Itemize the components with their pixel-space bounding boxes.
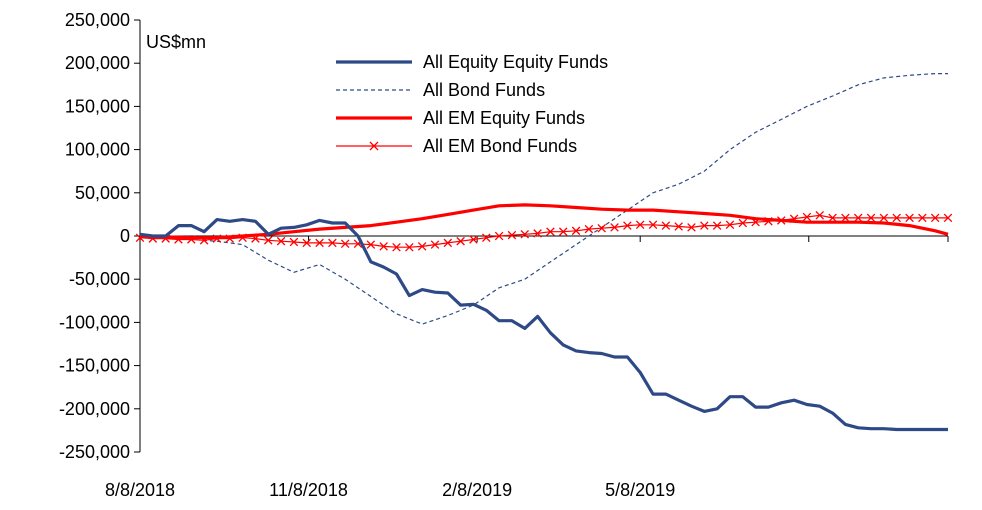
data-point-marker <box>841 213 850 223</box>
data-point-marker <box>905 213 914 223</box>
x-tick-label: 8/8/2018 <box>105 480 175 500</box>
series-line-0 <box>139 218 948 432</box>
data-point-marker <box>430 240 440 249</box>
unit-label: US$mn <box>146 32 206 52</box>
data-point-marker <box>584 224 594 234</box>
legend-label: All Equity Equity Funds <box>423 52 608 72</box>
y-tick-label: 50,000 <box>75 183 130 203</box>
series-line-2 <box>139 203 949 240</box>
legend-label: All EM Bond Funds <box>423 136 577 156</box>
y-tick-label: 100,000 <box>65 140 130 160</box>
x-tick-label: 11/8/2018 <box>269 480 348 500</box>
y-tick-label: 150,000 <box>65 96 130 116</box>
y-tick-label: -200,000 <box>59 399 130 419</box>
data-point-marker <box>597 223 606 233</box>
plot-area: 250,000 200,000 150,000 100,000 50,000 0 -50,0… <box>59 10 953 500</box>
data-point-marker <box>533 229 542 238</box>
data-point-marker <box>661 221 671 230</box>
data-point-marker <box>700 221 709 230</box>
data-point-marker <box>482 233 491 242</box>
data-point-marker <box>456 236 465 246</box>
data-point-marker <box>712 221 722 230</box>
data-point-marker <box>443 238 453 248</box>
legend-marker <box>369 141 379 151</box>
data-point-marker <box>879 213 889 223</box>
x-tick-label: 2/8/2019 <box>442 480 512 500</box>
series-line-3 <box>139 214 948 248</box>
data-point-marker <box>687 223 696 232</box>
data-point-marker <box>558 227 568 236</box>
data-point-marker <box>943 213 953 223</box>
data-point-marker <box>340 239 350 249</box>
series-line-1 <box>139 72 948 325</box>
data-point-marker <box>315 238 324 248</box>
y-tick-label: -250,000 <box>59 442 130 462</box>
data-point-marker <box>815 211 825 220</box>
data-point-marker <box>263 236 273 245</box>
data-point-marker <box>520 230 530 239</box>
data-point-marker <box>507 230 517 240</box>
data-point-marker <box>328 238 337 248</box>
data-point-marker <box>623 221 632 230</box>
legend-label: All EM Equity Funds <box>423 108 585 128</box>
data-point-marker <box>417 242 427 251</box>
data-point-marker <box>725 220 735 230</box>
x-tick-label: 5/8/2019 <box>605 480 675 500</box>
data-point-marker <box>405 242 414 252</box>
data-point-marker <box>853 213 863 223</box>
data-point-marker <box>610 223 619 232</box>
legend-label: All Bond Funds <box>423 80 545 100</box>
data-point-marker <box>379 242 388 251</box>
data-point-marker <box>738 218 748 228</box>
y-tick-label: 200,000 <box>65 53 130 73</box>
y-tick-label: -150,000 <box>59 356 130 376</box>
data-point-marker <box>635 220 645 230</box>
data-point-marker <box>302 238 311 248</box>
data-point-marker <box>289 237 299 247</box>
data-point-marker <box>930 213 940 223</box>
y-tick-label: 0 <box>120 226 130 246</box>
data-point-marker <box>866 213 876 223</box>
y-ticks: 250,000 200,000 150,000 100,000 50,000 0 -50,0… <box>59 10 140 462</box>
data-point-marker <box>469 235 478 244</box>
data-point-marker <box>828 213 837 223</box>
y-tick-label: 250,000 <box>65 10 130 30</box>
data-point-marker <box>648 220 658 230</box>
x-ticks: 8/8/2018 11/8/2018 2/8/2019 5/8/2019 <box>105 236 949 500</box>
data-point-marker <box>674 222 683 231</box>
data-point-marker <box>802 212 812 222</box>
data-point-marker <box>494 231 504 241</box>
y-tick-label: -100,000 <box>59 312 130 332</box>
data-point-marker <box>918 213 927 223</box>
y-tick-label: -50,000 <box>69 269 130 289</box>
legend: All Equity Equity Funds All Bond Funds All… <box>336 52 608 156</box>
data-point-marker <box>546 227 555 236</box>
data-point-marker <box>366 240 376 249</box>
data-point-marker <box>571 226 581 236</box>
data-point-marker <box>392 242 401 252</box>
data-point-marker <box>892 213 901 223</box>
series-group <box>135 72 953 432</box>
data-point-marker <box>276 236 286 246</box>
